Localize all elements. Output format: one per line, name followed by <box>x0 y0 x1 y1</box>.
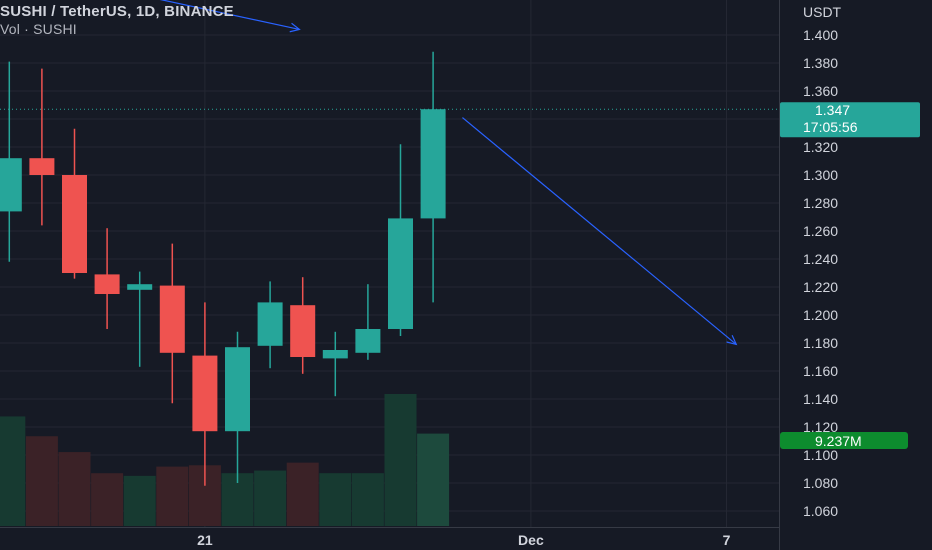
trend-arrows[interactable] <box>0 0 738 346</box>
last-price-badge-bg <box>780 102 920 138</box>
price-axis-unit: USDT <box>803 4 842 20</box>
candle-body <box>322 350 348 359</box>
candle-body <box>29 158 55 175</box>
volume-indicator-label: Vol · SUSHI <box>0 21 77 37</box>
candle-countdown: 17:05:56 <box>803 119 858 135</box>
price-tick-label: 1.160 <box>803 363 838 379</box>
price-tick-label: 1.380 <box>803 55 838 71</box>
time-tick-label: 21 <box>197 532 213 548</box>
last-volume-value: 9.237M <box>815 433 862 449</box>
candle-body <box>355 329 381 353</box>
candle[interactable] <box>225 331 250 483</box>
candle[interactable] <box>388 144 413 336</box>
candles <box>0 51 446 486</box>
candle-body <box>62 175 87 273</box>
arrow-head <box>289 22 301 33</box>
price-tick-label: 1.300 <box>803 167 838 183</box>
price-tick-label: 1.140 <box>803 391 838 407</box>
arrow-head <box>726 335 738 346</box>
candle[interactable] <box>420 51 446 303</box>
time-axis[interactable]: 21 Dec 7 <box>197 532 730 548</box>
candle-body <box>192 355 218 432</box>
candle-body <box>127 284 153 290</box>
symbol-title: SUSHI / TetherUS, 1D, BINANCE <box>0 3 234 20</box>
candle[interactable] <box>290 277 316 374</box>
chart-legend: SUSHI / TetherUS, 1D, BINANCE Vol · SUSH… <box>0 3 234 37</box>
candle[interactable] <box>257 281 283 369</box>
volume-bar <box>156 466 189 526</box>
volume-bar <box>91 473 124 526</box>
price-tick-label: 1.180 <box>803 335 838 351</box>
price-tick-label: 1.120 <box>803 419 838 435</box>
candle[interactable] <box>159 243 185 404</box>
last-volume-badge-bg <box>780 432 908 449</box>
candle[interactable] <box>322 331 348 397</box>
volume-bar <box>319 473 352 526</box>
candle[interactable] <box>62 128 87 279</box>
volume-bar <box>384 394 417 526</box>
volume-bar <box>417 433 450 526</box>
candle-body <box>257 302 283 346</box>
last-price-value: 1.347 <box>815 102 850 118</box>
price-tick-label: 1.060 <box>803 503 838 519</box>
candle[interactable] <box>127 271 153 367</box>
price-tick-label: 1.220 <box>803 279 838 295</box>
price-tick-label: 1.320 <box>803 139 838 155</box>
price-tick-label: 1.280 <box>803 195 838 211</box>
price-tick-label: 1.260 <box>803 223 838 239</box>
candle-body <box>225 347 250 432</box>
time-tick-label: 7 <box>723 532 731 548</box>
price-tick-label: 1.080 <box>803 475 838 491</box>
last-volume-badge: 9.237M <box>780 432 908 449</box>
candle-body <box>159 285 185 353</box>
volume-bar <box>0 416 26 526</box>
candle-body <box>388 218 413 329</box>
candle[interactable] <box>29 68 55 226</box>
price-tick-label: 1.100 <box>803 447 838 463</box>
volume-bar <box>286 462 319 526</box>
candle-body <box>0 158 22 212</box>
price-tick-label: 1.240 <box>803 251 838 267</box>
candle[interactable] <box>0 61 22 262</box>
candle-body <box>420 109 446 219</box>
candle[interactable] <box>192 302 218 486</box>
candle-body <box>94 274 120 294</box>
volume-bar <box>254 470 287 526</box>
volume-bars <box>0 394 450 526</box>
candle-body <box>290 305 316 357</box>
arrow-line[interactable] <box>462 117 737 345</box>
candle[interactable] <box>94 228 120 329</box>
arrow-line[interactable] <box>0 0 300 30</box>
volume-bar <box>25 436 58 526</box>
price-tick-label: 1.400 <box>803 27 838 43</box>
volume-bar <box>351 473 384 526</box>
time-tick-label: Dec <box>518 532 544 548</box>
price-tick-label: 1.200 <box>803 307 838 323</box>
candle[interactable] <box>355 284 381 360</box>
price-tick-label: 1.360 <box>803 83 838 99</box>
volume-bar <box>123 475 156 526</box>
volume-bar <box>58 452 91 526</box>
